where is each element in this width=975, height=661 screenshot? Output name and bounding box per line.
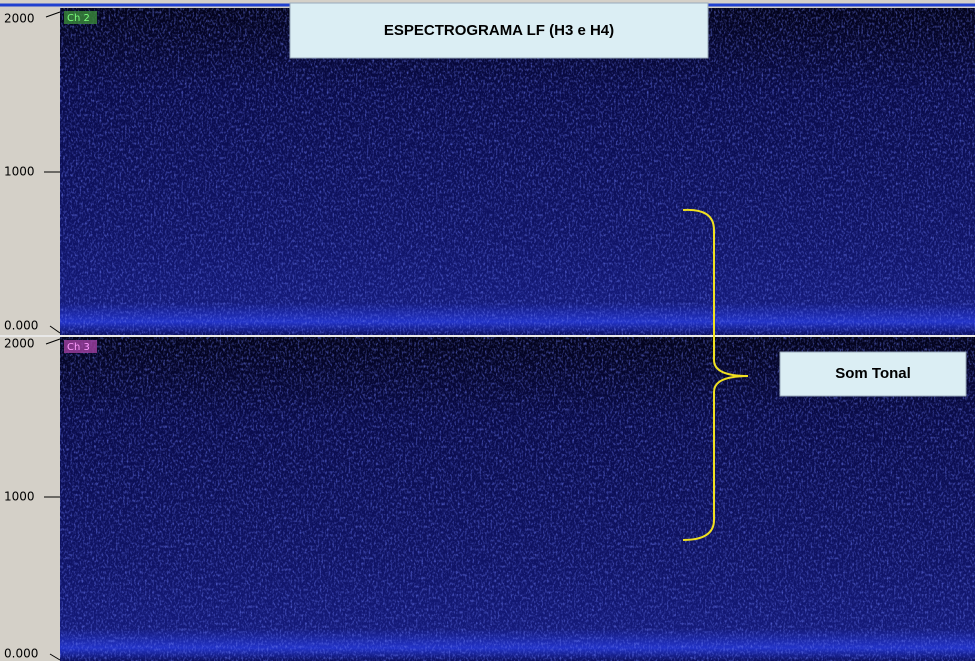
annotation-box bbox=[779, 351, 967, 397]
axis-label: 1000 bbox=[4, 165, 35, 179]
axis-label: 0.000 bbox=[4, 319, 38, 333]
title-box bbox=[289, 2, 709, 59]
channel-tag bbox=[64, 340, 97, 353]
axis-label: 2000 bbox=[4, 12, 35, 26]
tick bbox=[45, 11, 61, 18]
title: ESPECTROGRAMA LF (H3 e H4) bbox=[384, 22, 614, 39]
channel-label: Ch 3 bbox=[67, 342, 90, 353]
tick bbox=[49, 325, 61, 334]
channel-tag bbox=[64, 11, 97, 24]
axis-strip bbox=[0, 0, 60, 661]
axis-label: 2000 bbox=[4, 337, 35, 351]
tick bbox=[49, 653, 61, 661]
brace bbox=[682, 208, 749, 541]
channel-label: Ch 2 bbox=[67, 13, 90, 24]
annotation: Som Tonal bbox=[835, 365, 911, 382]
axis-label: 1000 bbox=[4, 490, 35, 504]
axis-label: 0.000 bbox=[4, 647, 38, 661]
tick bbox=[45, 338, 61, 345]
spectrogram-noise bbox=[60, 8, 975, 335]
panel: Ch 2 2000 1000 0.000 bbox=[4, 8, 975, 335]
